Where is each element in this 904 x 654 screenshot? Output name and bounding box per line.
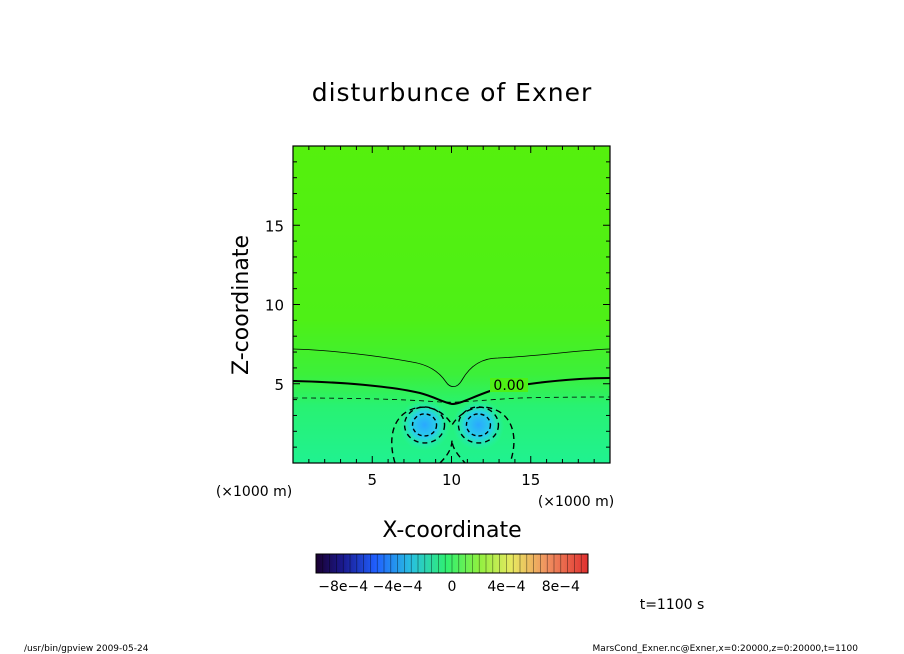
- contour-ring-right-inner: [465, 413, 492, 437]
- x-tick-labels: 5 10 15: [367, 471, 540, 489]
- contour-line-upper: [293, 348, 610, 388]
- contour-ring-left: [403, 406, 446, 444]
- y-axis-title: Z-coordinate: [229, 235, 254, 375]
- x-tick-label: 15: [521, 471, 540, 489]
- x-unit-label: (×1000 m): [538, 494, 614, 510]
- colorbar-tick-label: −8e−4: [318, 579, 368, 595]
- time-label: t=1100 s: [640, 597, 705, 613]
- chart-title: disturbunce of Exner: [312, 78, 593, 107]
- y-tick-label: 15: [265, 217, 284, 235]
- y-tick-label: 5: [274, 376, 284, 394]
- colorbar-tick-label: 0: [448, 579, 457, 595]
- colorbar-tick-label: 8e−4: [542, 579, 580, 595]
- colorbar-labels: −8e−4 −4e−4 0 4e−4 8e−4: [318, 579, 580, 595]
- colorbar-tick-label: −4e−4: [373, 579, 423, 595]
- x-tick-label: 10: [442, 471, 461, 489]
- y-tick-label: 10: [265, 297, 284, 315]
- contour-ring-left-inner: [411, 413, 438, 437]
- contour-line-dashed-upper: [293, 396, 610, 403]
- footer-left: /usr/bin/gpview 2009-05-24: [24, 644, 149, 654]
- contour-label-bg: [490, 378, 528, 392]
- contour-line-dashed-center: [439, 439, 466, 463]
- field-background: [293, 146, 610, 463]
- colorbar-tick-label: 4e−4: [487, 579, 525, 595]
- contour-line-zero: [293, 377, 610, 406]
- tick-marks: [293, 146, 610, 463]
- footer-right: MarsCond_Exner.nc@Exner,x=0:20000,z=0:20…: [593, 644, 859, 654]
- x-axis-title: X-coordinate: [382, 518, 521, 543]
- contour-ring-right: [457, 406, 500, 444]
- contour-label: 0.00: [493, 378, 524, 394]
- heatmap-field: 0.00: [293, 146, 610, 463]
- y-tick-labels: 5 10 15: [265, 217, 284, 394]
- x-tick-label: 5: [367, 471, 377, 489]
- contour-line-dashed-outer: [391, 406, 515, 463]
- z-unit-label: (×1000 m): [216, 484, 292, 500]
- colorbar-stripes: [322, 554, 582, 573]
